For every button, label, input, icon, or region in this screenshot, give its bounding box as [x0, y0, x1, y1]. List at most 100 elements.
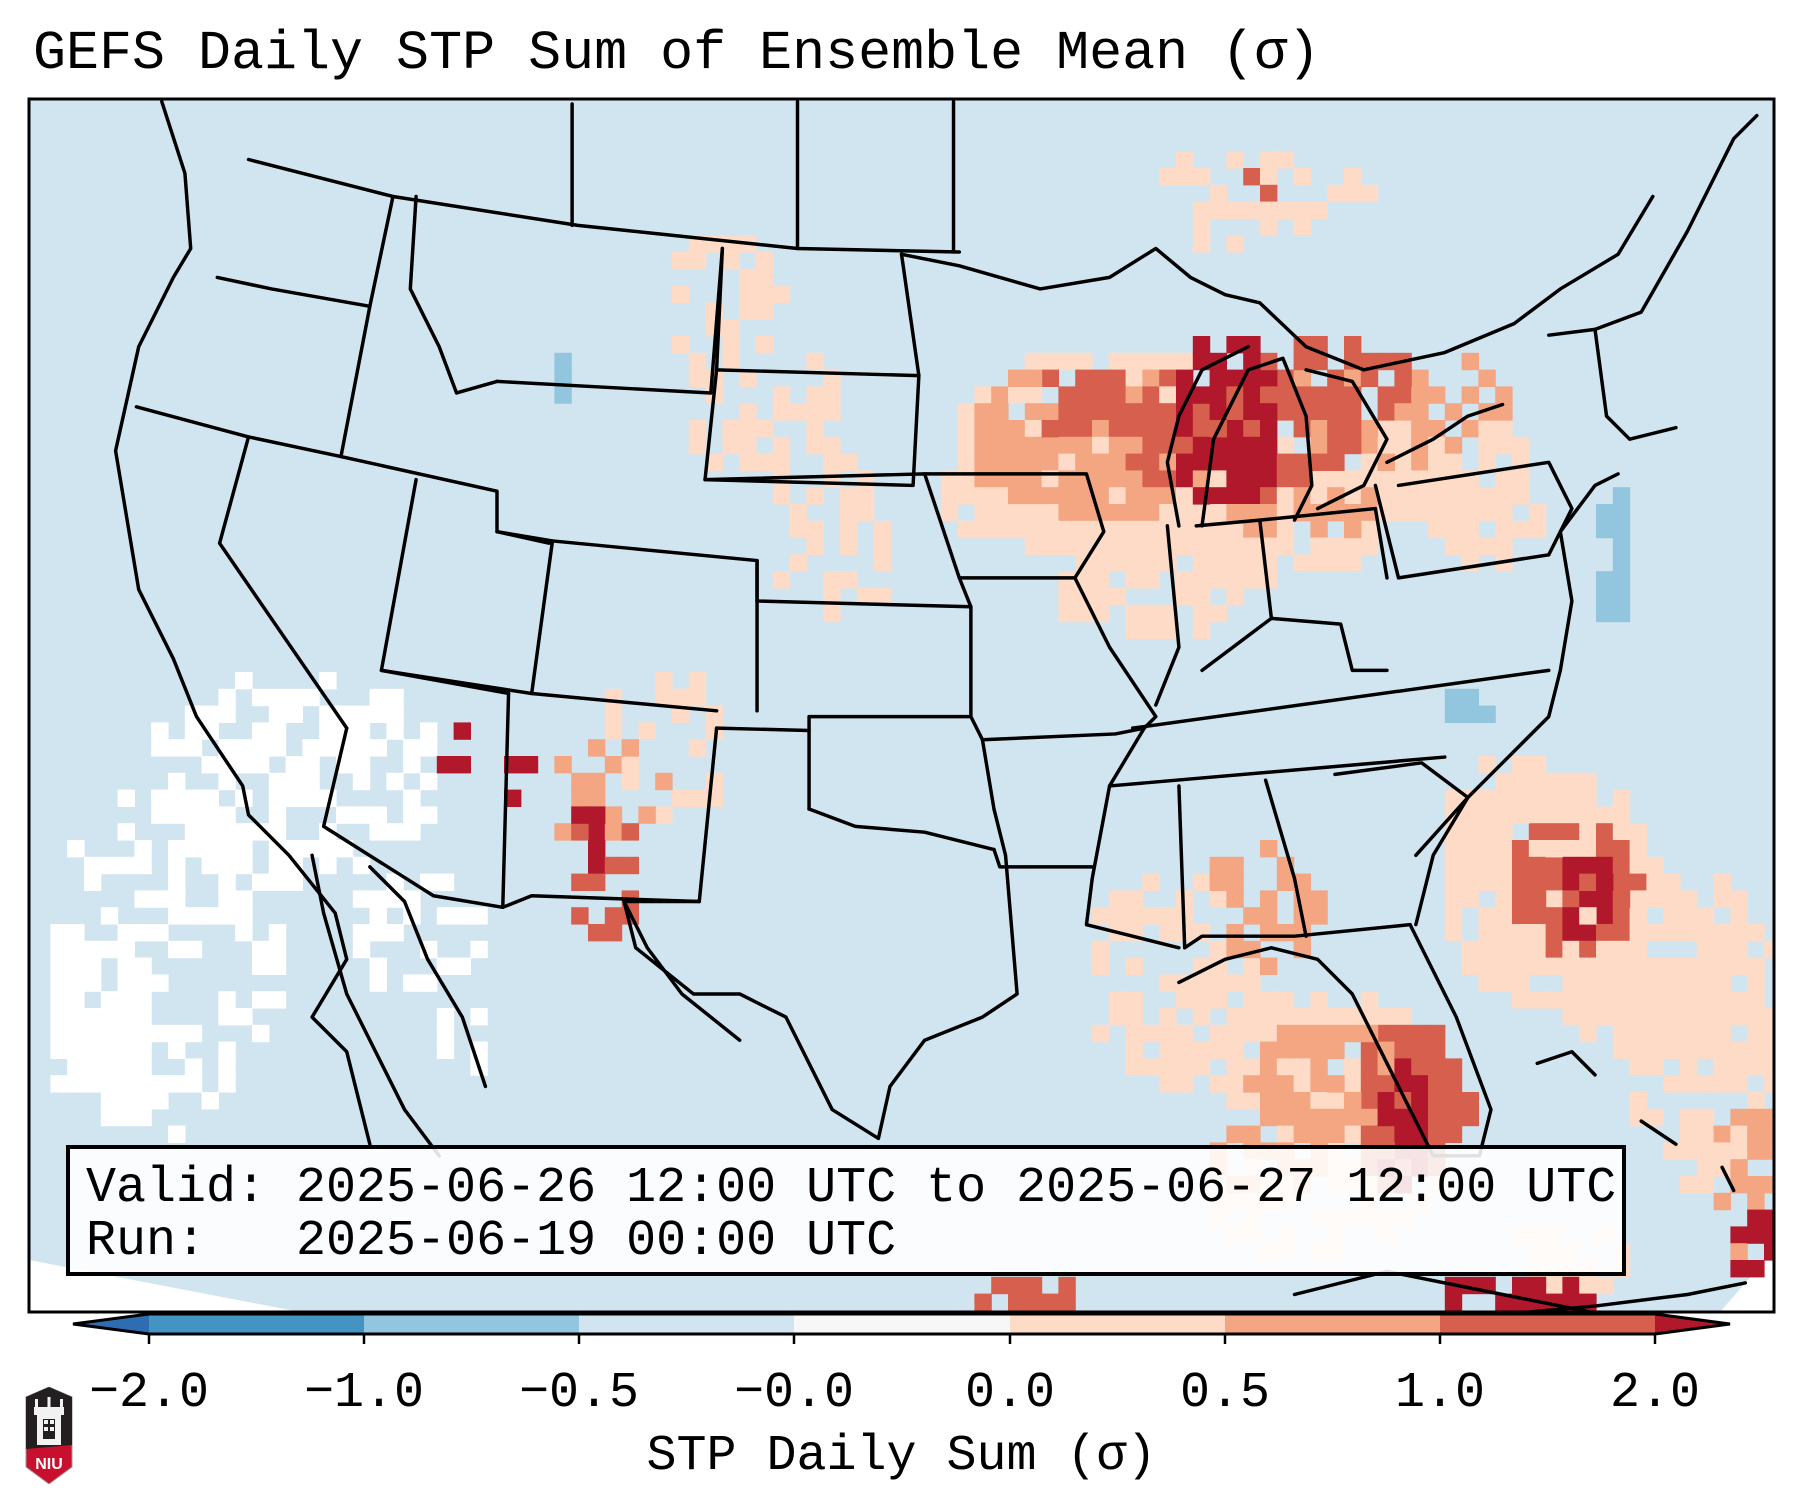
anomaly-cell — [168, 789, 186, 807]
map-area[interactable] — [29, 99, 1798, 1318]
anomaly-cell — [403, 739, 421, 757]
anomaly-cell — [1377, 487, 1395, 505]
anomaly-cell — [1461, 487, 1479, 505]
anomaly-cell — [1360, 420, 1379, 438]
anomaly-cell — [739, 436, 757, 455]
anomaly-cell — [1024, 352, 1043, 371]
anomaly-cell — [1142, 436, 1160, 455]
anomaly-cell — [974, 420, 992, 438]
anomaly-cell — [184, 823, 203, 841]
boundary-line — [703, 246, 921, 488]
anomaly-cell — [1680, 974, 1698, 992]
anomaly-cell — [1730, 940, 1748, 959]
anomaly-cell — [1444, 873, 1463, 891]
anomaly-cell — [1377, 470, 1395, 488]
anomaly-cell — [235, 823, 253, 841]
anomaly-cell — [604, 806, 623, 824]
anomaly-cell — [1747, 1226, 1765, 1244]
anomaly-cell — [319, 840, 337, 858]
anomaly-cell — [1696, 924, 1715, 942]
anomaly-cell — [1327, 537, 1345, 555]
anomaly-cell — [168, 873, 186, 891]
niu-logo-icon: NIU — [25, 1387, 73, 1484]
anomaly-cell — [100, 1108, 119, 1127]
anomaly-cell — [1680, 907, 1698, 925]
anomaly-cell — [1646, 924, 1664, 942]
anomaly-cell — [285, 873, 303, 891]
anomaly-cell — [1428, 520, 1446, 539]
anomaly-cell — [369, 907, 387, 925]
anomaly-cell — [1008, 1276, 1026, 1295]
anomaly-cell — [268, 924, 287, 942]
boundary-lines — [113, 99, 1759, 1312]
anomaly-cell — [1075, 403, 1093, 421]
anomaly-cell — [638, 806, 656, 824]
anomaly-cell — [67, 840, 85, 858]
anomaly-cell — [1344, 420, 1362, 438]
anomaly-cell — [134, 1058, 152, 1076]
anomaly-cell — [1495, 890, 1513, 908]
anomaly-cell — [1596, 571, 1614, 589]
anomaly-cell — [1612, 940, 1631, 959]
anomaly-cell — [1192, 1058, 1211, 1076]
anomaly-cell — [1781, 1260, 1798, 1277]
anomaly-cell — [1394, 369, 1412, 387]
anomaly-cell — [588, 856, 606, 875]
svg-text:NIU: NIU — [35, 1456, 63, 1473]
anomaly-cell — [604, 823, 623, 841]
anomaly-cell — [772, 386, 791, 404]
anomaly-cell — [1495, 386, 1513, 404]
anomaly-cell — [1579, 1276, 1597, 1295]
anomaly-cell — [1360, 184, 1379, 203]
anomaly-cell — [1276, 537, 1295, 555]
anomaly-cell — [1596, 991, 1614, 1009]
anomaly-cell — [1680, 1176, 1698, 1194]
anomaly-cell — [1327, 470, 1345, 488]
anomaly-cell — [1528, 940, 1547, 959]
colorbar-segment — [149, 1314, 364, 1334]
anomaly-cell — [1747, 1041, 1765, 1059]
anomaly-cell — [117, 957, 135, 975]
colorbar-tick-label: 0.0 — [964, 1365, 1056, 1422]
anomaly-cell — [1108, 504, 1127, 522]
anomaly-cell — [67, 1075, 85, 1093]
anomaly-cell — [739, 420, 757, 438]
anomaly-cell — [252, 688, 270, 707]
anomaly-cell — [1092, 453, 1110, 471]
anomaly-cell — [67, 1041, 85, 1059]
anomaly-cell — [1478, 873, 1496, 891]
anomaly-cell — [1461, 856, 1479, 875]
anomaly-cell — [722, 319, 740, 337]
anomaly-cell — [1428, 504, 1446, 522]
anomaly-cell — [1545, 940, 1563, 959]
anomaly-cell — [1243, 386, 1261, 404]
anomaly-cell — [1461, 504, 1479, 522]
anomaly-cell — [1696, 1159, 1715, 1177]
anomaly-cell — [1596, 823, 1614, 841]
anomaly-cell — [1243, 537, 1261, 555]
anomaly-cell — [1444, 487, 1463, 505]
anomaly-cell — [420, 772, 438, 791]
anomaly-cell — [705, 705, 723, 723]
anomaly-cell — [1377, 403, 1395, 421]
anomaly-cell — [1209, 470, 1227, 488]
anomaly-cell — [134, 957, 152, 975]
anomaly-cell — [806, 386, 824, 404]
anomaly-cell — [201, 722, 219, 740]
anomaly-cell — [1293, 1041, 1311, 1059]
anomaly-cell — [1209, 974, 1227, 992]
anomaly-cell — [100, 1041, 119, 1059]
anomaly-cell — [50, 1024, 68, 1043]
anomaly-cell — [1646, 1108, 1664, 1127]
anomaly-cell — [1747, 1209, 1765, 1227]
anomaly-cell — [1142, 537, 1160, 555]
anomaly-cell — [1579, 890, 1597, 908]
anomaly-cell — [571, 823, 589, 841]
anomaly-cell — [420, 739, 438, 757]
anomaly-cell — [1226, 504, 1244, 522]
anomaly-cell — [403, 890, 421, 908]
boundary-line — [379, 668, 719, 713]
anomaly-cell — [1293, 554, 1311, 572]
anomaly-cell — [1596, 940, 1614, 959]
anomaly-cell — [1360, 352, 1379, 371]
